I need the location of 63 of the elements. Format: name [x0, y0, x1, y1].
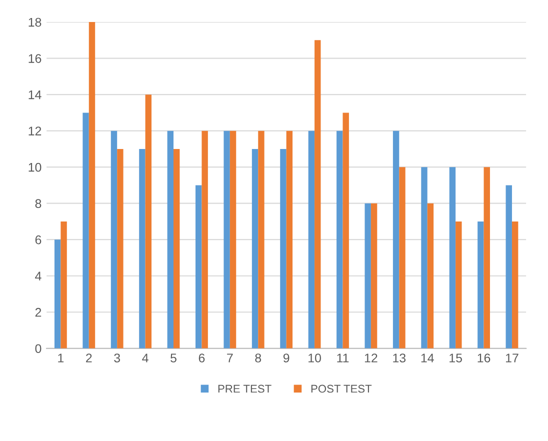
bar — [280, 148, 286, 348]
bar — [60, 221, 67, 348]
y-tick-label: 8 — [35, 199, 42, 208]
x-tick-label: 17 — [506, 354, 518, 362]
bar — [364, 203, 371, 348]
y-tick-label: 2 — [35, 308, 42, 317]
bar — [308, 130, 315, 348]
bar — [456, 221, 462, 348]
x-tick-label: 3 — [114, 354, 120, 362]
x-tick-label: 10 — [308, 354, 321, 362]
bar — [314, 40, 321, 348]
y-tick-label: 16 — [28, 54, 42, 63]
bar — [478, 221, 484, 348]
x-tick-label: 1 — [58, 354, 64, 362]
y-tick-label: 0 — [35, 344, 42, 354]
bar — [252, 148, 258, 348]
legend-label: PRE TEST — [218, 384, 272, 393]
x-tick-label: 11 — [337, 354, 349, 362]
legend-label: POST TEST — [311, 384, 372, 393]
bar — [82, 112, 89, 348]
x-tick-label: 8 — [255, 354, 262, 362]
bar — [512, 221, 518, 348]
bar — [117, 148, 124, 348]
bar — [258, 130, 264, 348]
bar — [202, 130, 208, 348]
bar — [506, 185, 512, 348]
bar — [54, 240, 61, 348]
bar — [196, 185, 202, 348]
x-tick-label: 9 — [283, 354, 290, 362]
x-tick-label: 13 — [393, 354, 406, 362]
y-tick-label: 12 — [28, 126, 42, 136]
bar — [110, 130, 118, 348]
y-tick-label: 14 — [28, 90, 42, 100]
bar — [399, 167, 406, 348]
bar — [145, 94, 152, 348]
bar — [230, 130, 236, 348]
bar — [174, 148, 180, 348]
x-tick-label: 4 — [142, 354, 148, 362]
y-tick-label: 10 — [28, 162, 42, 172]
bar — [427, 203, 434, 348]
bar — [336, 130, 343, 348]
x-tick-label: 15 — [450, 354, 462, 362]
bar — [139, 148, 146, 348]
x-tick-label: 16 — [478, 354, 490, 362]
x-tick-label: 6 — [198, 354, 205, 362]
x-tick-label: 14 — [421, 354, 434, 362]
bar — [224, 130, 230, 348]
bar — [88, 22, 96, 348]
x-tick-label: 7 — [227, 354, 233, 362]
bar — [342, 112, 349, 348]
bar — [449, 167, 456, 348]
bar — [484, 167, 490, 348]
bar — [370, 203, 378, 348]
bar — [421, 167, 428, 348]
x-tick-label: 2 — [86, 354, 92, 362]
y-tick-label: 4 — [35, 272, 42, 280]
y-tick-label: 6 — [35, 235, 42, 244]
bar — [286, 130, 293, 348]
bar — [392, 130, 400, 348]
y-tick-label: 18 — [28, 18, 42, 27]
bar — [167, 130, 174, 348]
x-tick-label: 12 — [364, 354, 378, 362]
x-tick-label: 5 — [170, 354, 176, 362]
